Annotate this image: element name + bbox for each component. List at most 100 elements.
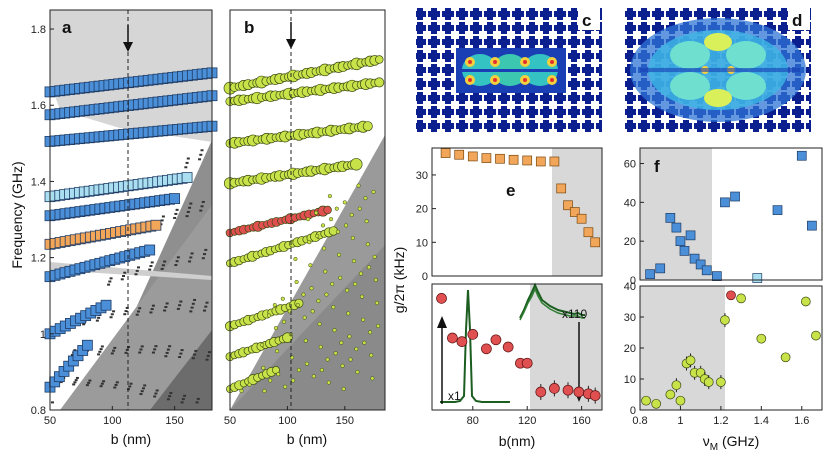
panel-a-continuum-dot <box>95 319 99 322</box>
panel-b-small-point <box>262 388 267 394</box>
panel-b-small-point <box>355 370 360 375</box>
panel-f-x-tick-label: 0.8 <box>632 415 647 427</box>
panel-a-continuum-dot <box>174 212 178 215</box>
panel-f-top-point <box>679 246 690 256</box>
panel-b-small-point <box>334 206 339 211</box>
panel-f-bottom-point <box>716 377 726 387</box>
panel-a-continuum-dot <box>186 210 190 213</box>
panel-a-continuum-dot <box>166 348 170 351</box>
panel-e-x1-spectrum <box>440 289 510 403</box>
panel-a-continuum-dot <box>199 209 203 212</box>
panel-a-continuum-dot <box>204 248 208 251</box>
panel-e-top-point <box>495 153 505 164</box>
panel-a-frame <box>49 9 213 411</box>
panel-e-bottom-point <box>456 336 468 347</box>
panel-e-top-point <box>440 148 451 158</box>
panel-a: a 50 100 150 0.8 1 1.2 1.4 1.6 1.8 b (nm) <box>31 9 218 447</box>
panel-a-continuum-dot <box>108 280 112 283</box>
panel-e-bottom-point <box>467 329 479 340</box>
panel-f-axes: 0 20 40 60 0 10 20 30 40 0.8 1 1.2 1.4 1.6 <box>624 159 810 427</box>
panel-b-small-point <box>324 292 329 297</box>
panel-a-continuum-dot <box>74 379 78 382</box>
panel-a-continuum-dot <box>134 273 138 276</box>
panel-a-continuum-dot <box>120 278 124 281</box>
panel-a-continuum-dot <box>198 158 202 161</box>
panel-a-continuum-dot <box>124 351 128 354</box>
panel-b-small-point <box>303 338 308 343</box>
panel-a-continuum-dot <box>138 307 142 310</box>
panel-a-x-tick-label: 50 <box>44 415 56 427</box>
panel-b-small-point <box>247 382 252 387</box>
panel-e-bottom-point <box>490 334 502 346</box>
panel-f-bottom-shade <box>640 286 725 410</box>
panel-b-small-point <box>323 269 328 274</box>
panel-b-small-point <box>319 367 324 373</box>
panel-a-continuum-dot <box>85 384 89 387</box>
y-axis-label-e: g/2π (kHz) <box>391 247 407 313</box>
panel-a-continuum-dot <box>82 323 86 326</box>
panel-a-continuum-dot <box>195 401 199 404</box>
panel-a-continuum-dot <box>178 356 182 359</box>
panel-a-continuum-dot <box>113 386 117 389</box>
panel-f-top-frame <box>639 147 823 281</box>
panel-a-continuum-dot <box>188 260 192 263</box>
panel-f-top-point <box>689 253 700 264</box>
panel-f-bottom-point <box>651 398 662 409</box>
panel-a-continuum-dot <box>186 157 190 160</box>
panel-b-x-tick-label: 150 <box>336 415 354 427</box>
panel-a-continuum-dot <box>99 385 103 388</box>
panel-a-continuum-dot <box>189 310 193 313</box>
panel-b-small-point <box>261 365 266 370</box>
panel-f-top-point <box>685 230 696 241</box>
panel-a-continuum-dot <box>75 376 79 379</box>
panel-e-top-point <box>535 156 546 167</box>
panel-a-continuum-dot <box>110 313 114 316</box>
panel-a-continuum-dot <box>98 350 102 353</box>
panel-e-top-point <box>481 153 492 163</box>
panel-e-bottom-marks <box>436 293 601 404</box>
panel-f-bottom-y-tick-label: 40 <box>624 281 636 293</box>
panel-a-continuum-dot <box>169 391 173 394</box>
panel-a-x-label: b (nm) <box>111 431 151 447</box>
panel-f-top-point <box>807 220 817 231</box>
panel-b-small-point <box>339 340 344 345</box>
panel-e-x-tick-label: 120 <box>518 415 536 427</box>
panel-e: e x1 x110 0 10 20 30 80 120 160 g/2π (kHz) b(n… <box>391 147 603 449</box>
panel-b-small-point <box>347 334 352 339</box>
panel-f-bottom-point <box>665 389 676 400</box>
panel-a-continuum-dot <box>176 256 180 259</box>
panel-a-continuum-dot <box>176 307 180 310</box>
panel-b-small-point <box>371 189 376 194</box>
panel-a-continuum-dot <box>200 149 204 152</box>
panel-a-y-tick-label: 0.8 <box>31 405 46 417</box>
panel-a-continuum-dot <box>73 381 77 384</box>
panel-f-x-tick-label: 1 <box>677 415 683 427</box>
panel-a-point-band8 <box>100 299 112 311</box>
panel-f-top-point <box>665 213 676 223</box>
panel-a-continuum-dot <box>203 309 207 312</box>
panel-a-continuum-dot <box>164 355 168 358</box>
panel-a-continuum-dot <box>189 256 193 259</box>
panel-a-continuum-dot <box>97 316 101 319</box>
panel-a-continuum-dot <box>70 353 74 356</box>
panel-a-continuum-dot <box>127 345 131 348</box>
panel-e-bottom-point <box>502 341 514 353</box>
panel-a-continuum-dot <box>123 271 127 274</box>
panel-f-bottom-point <box>756 333 767 344</box>
panel-a-continuum-dot <box>135 313 139 316</box>
x-axis-label-e: b(nm) <box>499 433 536 449</box>
panel-a-continuum-dot <box>114 383 118 386</box>
panel-b-small-point <box>275 349 280 354</box>
panel-e-top-point <box>522 155 533 166</box>
panel-e-top-point <box>576 213 587 224</box>
panel-a-y-tick-label: 1 <box>40 329 46 341</box>
panel-a-continuum-dot <box>122 275 126 278</box>
panel-b-small-point <box>340 363 345 368</box>
panel-b: b 50 100 150 b (nm) <box>223 9 386 447</box>
panel-b-small-point <box>272 302 277 308</box>
panel-b-small-point <box>310 309 315 314</box>
panel-e-axes: 0 10 20 30 80 120 160 <box>416 170 591 427</box>
panel-a-continuum-dot <box>199 153 203 156</box>
panel-f-top-point <box>645 269 655 280</box>
panel-b-small-point <box>291 378 296 383</box>
